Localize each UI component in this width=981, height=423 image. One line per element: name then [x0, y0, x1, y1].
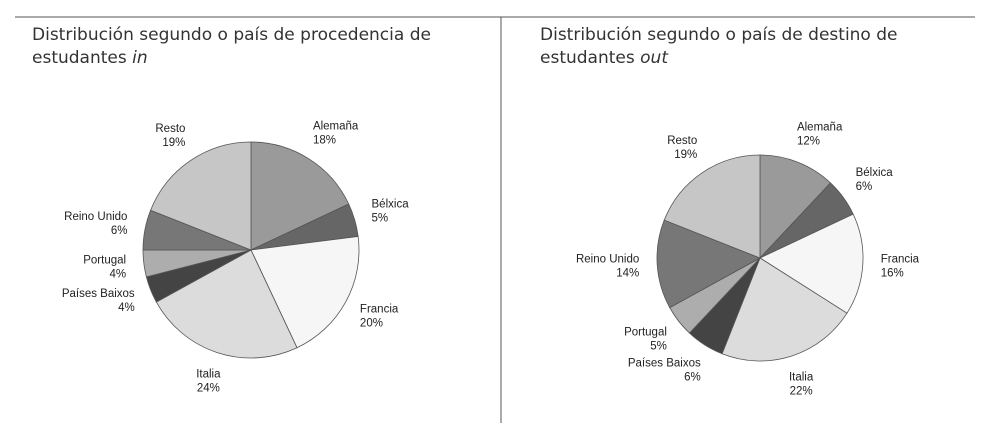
- pie-slice: [663, 154, 761, 259]
- slice-value-label: 4%: [118, 302, 135, 314]
- pie-slice: [250, 141, 350, 251]
- slice-label: Bélxica: [856, 167, 894, 179]
- slice-value-label: 6%: [856, 181, 873, 193]
- pie-slice: [759, 154, 832, 260]
- slice-label: Resto: [667, 135, 697, 147]
- slice-value-label: 4%: [109, 268, 126, 280]
- chart-title: Distribución segundo o país de procedenc…: [32, 25, 431, 68]
- slice-value-label: 22%: [790, 386, 813, 398]
- pie-slice: [656, 219, 761, 309]
- slice-value-label: 14%: [616, 267, 639, 279]
- slice-label: Alemaña: [313, 121, 359, 133]
- pie-slice: [150, 141, 252, 251]
- slice-value-label: 18%: [313, 135, 336, 147]
- slice-value-label: 19%: [162, 137, 185, 149]
- pie-slice: [721, 257, 848, 362]
- slice-value-label: 20%: [360, 318, 383, 330]
- slice-label: Portugal: [83, 254, 126, 266]
- slice-label: Portugal: [624, 327, 667, 339]
- slice-label: Italia: [789, 372, 814, 384]
- pie-slice: [155, 249, 298, 359]
- slice-value-label: 6%: [684, 371, 701, 383]
- slice-label: Resto: [155, 123, 185, 135]
- slice-label: Italia: [196, 368, 221, 380]
- slice-value-label: 24%: [197, 382, 220, 394]
- slice-value-label: 12%: [797, 135, 820, 147]
- slice-label: Francia: [881, 253, 920, 265]
- pie-slice: [759, 213, 864, 314]
- slice-label: Bélxica: [372, 199, 410, 211]
- slice-label: Reino Unido: [64, 211, 127, 223]
- slice-label: Reino Unido: [576, 253, 639, 265]
- slice-label: Francia: [360, 304, 399, 316]
- slice-value-label: 16%: [881, 267, 904, 279]
- pie-slice: [250, 236, 360, 349]
- slice-label: Alemaña: [797, 121, 843, 133]
- slice-value-label: 19%: [674, 149, 697, 161]
- slice-value-label: 6%: [111, 225, 128, 237]
- slice-label: Países Baixos: [62, 288, 135, 300]
- slice-value-label: 5%: [650, 341, 667, 353]
- chart-title: Distribución segundo o país de destino d…: [540, 25, 898, 68]
- slice-value-label: 5%: [372, 213, 389, 225]
- slice-label: Países Baixos: [628, 357, 701, 369]
